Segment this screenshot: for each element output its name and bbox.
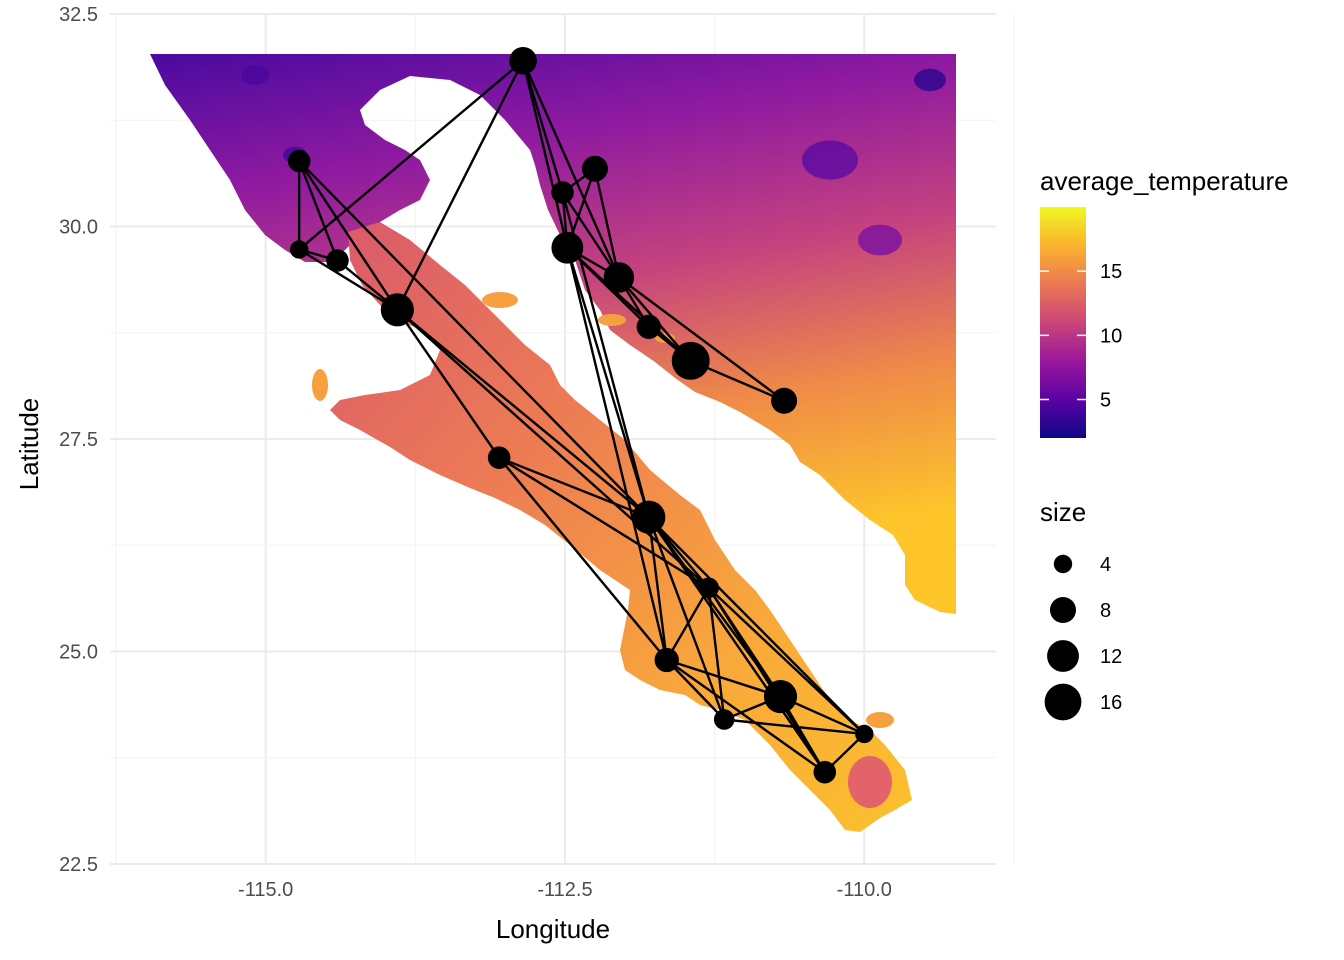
network-node: [603, 262, 635, 293]
network-edge: [566, 246, 692, 362]
network-edge: [593, 168, 621, 278]
size-legend-symbol: [1049, 596, 1077, 624]
network-edge: [396, 60, 525, 311]
network-node: [698, 577, 719, 599]
network-edge: [666, 659, 826, 774]
cold-area: [241, 65, 269, 85]
network-edge: [707, 586, 866, 735]
island-patch: [598, 314, 626, 326]
y-tick-label: 30.0: [59, 217, 98, 239]
network-edge: [666, 658, 781, 698]
size-legend-symbol: [1053, 554, 1073, 574]
network-node: [632, 500, 666, 534]
network-edge: [498, 456, 668, 661]
cold-area: [802, 140, 858, 180]
southern-tip-patch: [848, 756, 892, 808]
x-tick-label: -110.0: [837, 879, 892, 901]
temperature-raster: [150, 54, 956, 832]
x-axis-title: Longitude: [496, 914, 610, 944]
temperature-legend-title: average_temperature: [1040, 166, 1289, 196]
network-edge: [724, 718, 865, 736]
mainland-region: [150, 54, 956, 614]
network-edge: [298, 160, 650, 519]
network-edge: [665, 587, 710, 661]
network-edge: [618, 276, 785, 402]
size-legend: size 4 8 12 16: [1040, 497, 1122, 721]
temperature-colorbar: [1040, 207, 1086, 438]
network-node: [551, 181, 574, 204]
network-edge: [566, 247, 650, 518]
axis-ticks: -115.0 -112.5 -110.0 22.5 25.0 27.5 30.0 32.5: [59, 4, 892, 901]
network-edge: [498, 456, 710, 589]
network-edge: [521, 60, 569, 249]
network-node: [713, 709, 735, 730]
size-legend-label: 4: [1100, 554, 1111, 576]
network-node: [380, 293, 414, 327]
network-edge: [298, 59, 524, 251]
network-node: [855, 724, 874, 744]
network-edge: [521, 60, 564, 193]
y-tick-label: 25.0: [59, 642, 98, 664]
network-node: [654, 647, 679, 673]
colorbar-tick-label: 5: [1100, 390, 1111, 412]
colorbar-tick-label: 15: [1100, 261, 1122, 283]
network-node: [813, 760, 837, 784]
network-edge: [498, 456, 650, 519]
network-edge: [396, 308, 650, 519]
network-edge: [561, 191, 620, 279]
network-edge: [298, 160, 339, 261]
size-legend-label: 16: [1100, 692, 1122, 714]
network-edge: [647, 516, 726, 720]
network-edge: [521, 60, 620, 278]
network-node: [671, 341, 710, 380]
x-tick-label: -112.5: [537, 879, 592, 901]
network-node: [289, 240, 309, 259]
network-edge: [396, 309, 501, 459]
size-legend-label: 8: [1100, 600, 1111, 622]
y-tick-label: 32.5: [59, 4, 98, 26]
network-node: [581, 155, 608, 182]
network-edge: [647, 517, 668, 661]
network-edge: [647, 516, 826, 773]
island-patch: [866, 712, 894, 728]
island-patch: [312, 369, 328, 401]
y-tick-label: 22.5: [59, 854, 98, 876]
network-edge: [298, 160, 399, 311]
network-edge: [566, 247, 668, 661]
network-node: [771, 387, 798, 414]
size-legend-title: size: [1040, 497, 1086, 527]
network-node: [487, 446, 511, 469]
network-node: [551, 231, 584, 264]
temperature-legend: average_temperature 5 10 15: [1040, 166, 1289, 438]
cold-area: [858, 224, 902, 256]
network-edge: [298, 248, 398, 311]
network-edge: [665, 659, 726, 721]
network-node: [763, 679, 798, 714]
network-node: [326, 249, 349, 272]
y-axis-title: Latitude: [14, 398, 44, 491]
network-node: [287, 149, 311, 173]
size-legend-symbol: [1047, 640, 1079, 672]
network-nodes: [287, 46, 874, 784]
size-legend-label: 12: [1100, 646, 1122, 668]
size-legend-symbol: [1044, 683, 1082, 721]
network-edge: [647, 516, 866, 735]
network-node: [636, 314, 661, 339]
island-patch: [482, 292, 518, 308]
network-node: [509, 46, 537, 75]
colorbar-tick-label: 10: [1100, 325, 1122, 347]
y-tick-label: 27.5: [59, 429, 98, 451]
cold-area: [914, 68, 946, 92]
x-tick-label: -115.0: [238, 879, 293, 901]
